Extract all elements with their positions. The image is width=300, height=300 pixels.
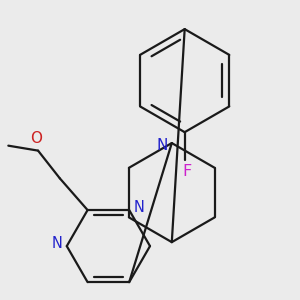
- Text: F: F: [182, 164, 191, 179]
- Text: N: N: [156, 137, 168, 152]
- Text: N: N: [51, 236, 62, 250]
- Text: N: N: [134, 200, 145, 214]
- Text: O: O: [30, 131, 42, 146]
